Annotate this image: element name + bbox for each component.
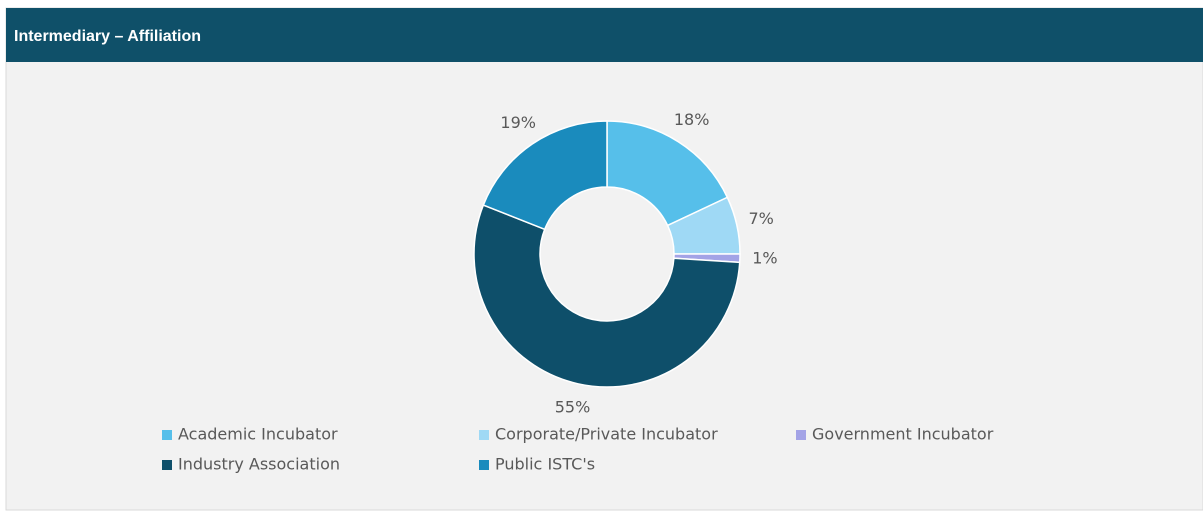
legend-swatch bbox=[479, 460, 489, 470]
data-label: 1% bbox=[752, 248, 777, 267]
data-label: 55% bbox=[555, 398, 591, 417]
legend-swatch bbox=[479, 430, 489, 440]
legend-label: Academic Incubator bbox=[178, 425, 338, 444]
chart-title: Intermediary – Affiliation bbox=[14, 28, 201, 45]
legend-swatch bbox=[162, 430, 172, 440]
legend-swatch bbox=[162, 460, 172, 470]
data-label: 7% bbox=[748, 209, 773, 228]
data-label: 19% bbox=[500, 113, 536, 132]
legend-swatch bbox=[796, 430, 806, 440]
legend-label: Corporate/Private Incubator bbox=[495, 425, 718, 444]
panel-header bbox=[6, 8, 1203, 62]
data-label: 18% bbox=[674, 110, 710, 129]
donut-slice bbox=[482, 120, 608, 231]
legend-label: Public ISTC's bbox=[495, 455, 595, 474]
legend-label: Government Incubator bbox=[812, 425, 994, 444]
donut-slice bbox=[473, 204, 741, 388]
legend-label: Industry Association bbox=[178, 455, 340, 474]
panel-background bbox=[5, 7, 1203, 511]
